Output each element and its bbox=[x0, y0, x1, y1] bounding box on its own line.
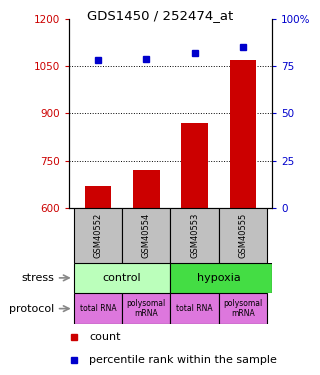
Text: GSM40554: GSM40554 bbox=[142, 213, 151, 258]
Text: hypoxia: hypoxia bbox=[197, 273, 241, 283]
Text: GSM40555: GSM40555 bbox=[238, 213, 247, 258]
Text: polysomal
mRNA: polysomal mRNA bbox=[223, 299, 263, 318]
Bar bbox=[122, 293, 170, 324]
Text: protocol: protocol bbox=[9, 304, 54, 313]
Bar bbox=[74, 293, 122, 324]
Text: GDS1450 / 252474_at: GDS1450 / 252474_at bbox=[87, 9, 233, 22]
Bar bbox=[84, 186, 111, 208]
Text: polysomal
mRNA: polysomal mRNA bbox=[127, 299, 166, 318]
Text: total RNA: total RNA bbox=[176, 304, 213, 313]
Text: percentile rank within the sample: percentile rank within the sample bbox=[89, 356, 277, 366]
Bar bbox=[170, 208, 219, 262]
Bar bbox=[219, 293, 267, 324]
Bar bbox=[230, 60, 256, 208]
Text: GSM40553: GSM40553 bbox=[190, 213, 199, 258]
Bar bbox=[122, 208, 170, 262]
Text: control: control bbox=[103, 273, 141, 283]
Bar bbox=[74, 208, 122, 262]
Bar bbox=[170, 293, 219, 324]
Bar bbox=[170, 262, 272, 293]
Text: total RNA: total RNA bbox=[79, 304, 116, 313]
Bar bbox=[133, 170, 159, 208]
Bar bbox=[181, 123, 208, 208]
Text: stress: stress bbox=[21, 273, 54, 283]
Bar bbox=[219, 208, 267, 262]
Text: GSM40552: GSM40552 bbox=[93, 213, 102, 258]
Bar bbox=[74, 262, 170, 293]
Text: count: count bbox=[89, 332, 120, 342]
